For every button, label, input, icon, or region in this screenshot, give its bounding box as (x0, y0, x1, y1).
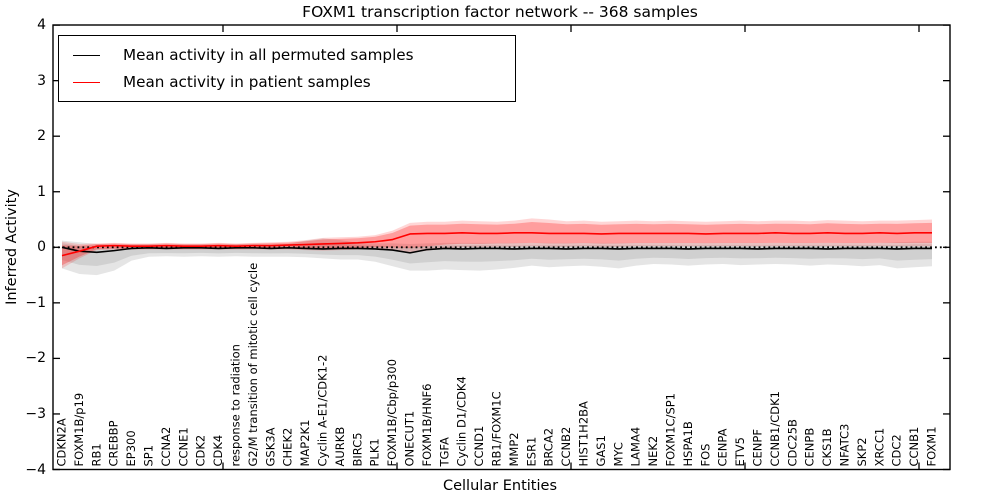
patient-mean-line (61, 232, 932, 257)
x-tick-label: TGFA (437, 437, 451, 467)
y-tick-label: −2 (25, 350, 46, 367)
x-tick-label: CCNB2 (559, 427, 573, 467)
legend-box: Mean activity in all permuted samples Me… (58, 35, 516, 102)
y-tick-label: −3 (25, 405, 46, 422)
x-tick-label: G2/M transition of mitotic cell cycle (246, 263, 260, 467)
y-tick-label: 3 (37, 72, 46, 89)
x-tick-label: FOXM1 (925, 426, 939, 466)
patient-band-outer (62, 218, 932, 269)
x-tick-label: ESR1 (524, 437, 538, 467)
x-tick-label: GAS1 (594, 435, 608, 466)
y-tick-label: 4 (37, 17, 46, 34)
x-tick-label: AURKB (333, 427, 347, 467)
x-tick-label: Cyclin A-E1/CDK1-2 (316, 355, 330, 467)
y-tick-label: −1 (25, 294, 46, 311)
x-tick-label: CDK4 (211, 435, 225, 467)
legend-row-patient: Mean activity in patient samples (73, 68, 505, 95)
x-tick-label: CDC2 (890, 434, 904, 466)
legend-label-patient: Mean activity in patient samples (123, 73, 371, 91)
x-tick-label: response to radiation (229, 344, 243, 466)
x-tick-label: FOXM1B/p19 (72, 393, 86, 467)
chart-title: FOXM1 transcription factor network -- 36… (302, 3, 698, 21)
x-tick-label: CDC25B (785, 419, 799, 467)
x-tick-label: CCND1 (472, 426, 486, 467)
x-tick-label: CENPF (751, 429, 765, 466)
x-tick-label: FOXM1C/SP1 (664, 393, 678, 467)
x-tick-label: CKS1B (820, 428, 834, 466)
x-tick-label: ONECUT1 (403, 411, 417, 467)
x-tick-label: CREBBP (107, 420, 121, 466)
x-axis-title: Cellular Entities (442, 478, 558, 494)
legend-label-permuted: Mean activity in all permuted samples (123, 46, 414, 64)
x-tick-label: CDKN2A (55, 418, 69, 466)
x-tick-label: FOS (698, 444, 712, 467)
legend-row-permuted: Mean activity in all permuted samples (73, 41, 505, 68)
x-tick-label: HIST1H2BA (577, 401, 591, 467)
x-tick-label: XRCC1 (872, 428, 886, 467)
x-tick-label: MYC (611, 442, 625, 466)
permuted-mean-line (61, 246, 932, 254)
x-tick-label: BIRC5 (350, 432, 364, 466)
x-tick-label: NEK2 (646, 436, 660, 467)
x-tick-label: CCNA2 (159, 427, 173, 467)
plot-frame (52, 24, 951, 471)
x-tick-label: MMP2 (507, 432, 521, 466)
x-tick-label: NFATC3 (838, 424, 852, 467)
legend-line-swatch-red (73, 82, 100, 83)
x-tick-label: CCNB1/CDK1 (768, 391, 782, 467)
x-tick-label: CHEK2 (281, 428, 295, 467)
x-tick-label: CENPA (716, 428, 730, 466)
x-tick-label: FOXM1B/Cbp/p300 (385, 359, 399, 467)
x-tick-label: GSK3A (263, 427, 277, 466)
x-tick-label: CENPB (803, 428, 817, 467)
x-tick-label: MAP2K1 (298, 420, 312, 467)
x-tick-label: HSPA1B (681, 421, 695, 466)
x-tick-label: RB1 (89, 443, 103, 466)
patient-band-inner (62, 222, 932, 266)
x-tick-label: Cyclin D1/CDK4 (455, 376, 469, 466)
x-tick-labels: CDKN2A FOXM1B/p19 RB1 CREBBP EP300 SP1 CCNA2 CC… (55, 263, 939, 468)
x-tick-label: BRCA2 (542, 428, 556, 467)
x-tick-label: CCNB1 (907, 427, 921, 467)
x-tick-label: SP1 (142, 445, 156, 467)
x-tick-label: PLK1 (368, 438, 382, 466)
x-tick-label: EP300 (124, 430, 138, 466)
x-tick-label: RB1/FOXM1C (490, 391, 504, 466)
x-tick-label: FOXM1B/HNF6 (420, 384, 434, 467)
y-tick-label: 1 (37, 183, 46, 200)
x-tick-label: SKP2 (855, 437, 869, 466)
y-tick-label: −4 (25, 461, 46, 478)
y-tick-label: 2 (37, 128, 46, 145)
legend-line-swatch-black (73, 55, 100, 56)
x-tick-label: CDK2 (194, 435, 208, 467)
y-tick-label: 0 (37, 239, 46, 256)
x-tick-label: CCNE1 (176, 427, 190, 466)
x-tick-label: LAMA4 (629, 427, 643, 467)
x-tick-label: ETV5 (733, 437, 747, 466)
